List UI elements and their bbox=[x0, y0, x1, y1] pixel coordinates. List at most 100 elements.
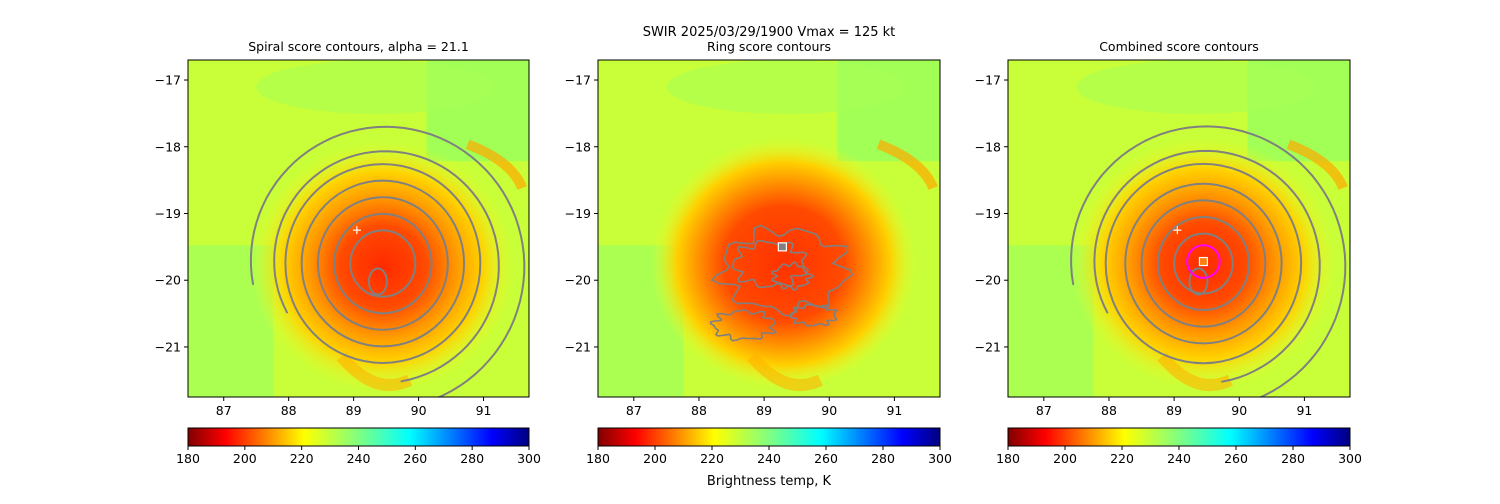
panel-2: Ring score contours 87 88 89 90 91 −17 −18 −19 −2… bbox=[565, 39, 952, 466]
x-tick-label: 91 bbox=[476, 403, 492, 418]
contour-line bbox=[1188, 267, 1209, 296]
x-tick-label: 88 bbox=[1101, 403, 1117, 418]
x-tick-label: 87 bbox=[216, 403, 232, 418]
colorbar-label: Brightness temp, K bbox=[707, 474, 832, 489]
contour-line bbox=[367, 267, 388, 296]
score-contours bbox=[249, 125, 526, 397]
axes-frame bbox=[187, 59, 530, 398]
y-tick-label: −19 bbox=[975, 206, 1001, 221]
colorbar-tick-label: 240 bbox=[1167, 451, 1191, 466]
y-tick-label: −21 bbox=[155, 339, 181, 354]
contour-line bbox=[1124, 182, 1283, 345]
colorbar-tick-label: 300 bbox=[517, 451, 541, 466]
axes-frame bbox=[1007, 59, 1351, 398]
colorbar-tick-label: 200 bbox=[643, 451, 667, 466]
y-tick-label: −20 bbox=[565, 273, 591, 288]
colorbar-tick-label: 300 bbox=[1338, 451, 1362, 466]
outflow-band bbox=[336, 352, 413, 392]
contour-line bbox=[349, 229, 417, 298]
y-tick-label: −18 bbox=[565, 139, 591, 154]
contour-line bbox=[770, 261, 815, 291]
contour-line bbox=[1140, 199, 1267, 328]
contour-line bbox=[333, 212, 433, 315]
outflow-band bbox=[465, 139, 527, 191]
plot-area bbox=[188, 60, 529, 397]
contour-line bbox=[284, 163, 482, 365]
contour-line bbox=[1070, 125, 1347, 397]
contour-line bbox=[1104, 162, 1303, 365]
outflow-band bbox=[1157, 352, 1233, 392]
panel-title: Spiral score contours, alpha = 21.1 bbox=[248, 39, 469, 54]
x-tick-label: 89 bbox=[346, 403, 362, 418]
y-tick-label: −21 bbox=[565, 339, 591, 354]
outflow-band bbox=[876, 139, 938, 191]
outflow-band bbox=[1286, 139, 1348, 191]
colorbar-tick-label: 300 bbox=[928, 451, 952, 466]
contour-line bbox=[273, 150, 500, 383]
x-tick-label: 87 bbox=[626, 403, 642, 418]
y-tick-label: −18 bbox=[975, 139, 1001, 154]
colorbar-tick-label: 200 bbox=[233, 451, 257, 466]
panel-1: Spiral score contours, alpha = 21.1 87 88 8… bbox=[155, 39, 541, 466]
colorbar-tick-label: 240 bbox=[347, 451, 371, 466]
colorbar-tick-label: 220 bbox=[1110, 451, 1134, 466]
colorbar-tick-label: 280 bbox=[1281, 451, 1305, 466]
square-marker bbox=[777, 242, 787, 252]
score-contours bbox=[1070, 125, 1347, 397]
colorbar-tick-label: 200 bbox=[1053, 451, 1077, 466]
y-tick-label: −18 bbox=[155, 139, 181, 154]
colorbar-tick-label: 180 bbox=[996, 451, 1020, 466]
panel-3: Combined score contours 87 88 89 90 91 −17 −18 −… bbox=[975, 39, 1362, 466]
x-tick-label: 91 bbox=[1296, 403, 1312, 418]
colorbar bbox=[597, 427, 941, 447]
plus-marker bbox=[352, 226, 361, 235]
cool-region bbox=[666, 60, 906, 114]
y-tick-label: −19 bbox=[155, 206, 181, 221]
colorbar bbox=[1007, 427, 1351, 447]
contour-line bbox=[300, 179, 466, 348]
panel-title: Ring score contours bbox=[707, 39, 831, 54]
axes-frame bbox=[597, 59, 941, 398]
figure-suptitle: SWIR 2025/03/29/1900 Vmax = 125 kt bbox=[643, 25, 896, 40]
plot-area bbox=[1008, 60, 1350, 397]
contour-line bbox=[709, 309, 778, 342]
colorbar-tick-label: 180 bbox=[586, 451, 610, 466]
storm-cloud bbox=[249, 140, 517, 394]
y-tick-label: −19 bbox=[565, 206, 591, 221]
colorbar-tick-label: 280 bbox=[460, 451, 484, 466]
x-tick-label: 88 bbox=[281, 403, 297, 418]
outflow-band bbox=[747, 352, 823, 392]
x-tick-label: 90 bbox=[1231, 403, 1247, 418]
x-tick-label: 87 bbox=[1036, 403, 1052, 418]
contour-line bbox=[1173, 232, 1234, 295]
contour-line bbox=[1093, 149, 1321, 383]
y-tick-label: −20 bbox=[975, 273, 1001, 288]
colorbar bbox=[187, 427, 530, 447]
cool-region bbox=[256, 60, 495, 114]
colorbar-tick-label: 220 bbox=[290, 451, 314, 466]
y-tick-label: −17 bbox=[155, 73, 181, 88]
y-tick-label: −20 bbox=[155, 273, 181, 288]
plot-area bbox=[598, 60, 940, 397]
contour-line bbox=[1156, 216, 1251, 312]
x-tick-label: 88 bbox=[691, 403, 707, 418]
colorbar-tick-label: 260 bbox=[403, 451, 427, 466]
x-tick-label: 90 bbox=[821, 403, 837, 418]
score-contours bbox=[709, 224, 854, 342]
contour-line bbox=[316, 196, 449, 331]
contour-line bbox=[789, 303, 839, 327]
colorbar-tick-label: 220 bbox=[700, 451, 724, 466]
x-tick-label: 89 bbox=[1166, 403, 1182, 418]
colorbar-tick-label: 240 bbox=[757, 451, 781, 466]
colorbar-tick-label: 280 bbox=[871, 451, 895, 466]
y-tick-label: −17 bbox=[565, 73, 591, 88]
x-tick-label: 89 bbox=[756, 403, 772, 418]
cool-region bbox=[1076, 60, 1316, 114]
x-tick-label: 91 bbox=[886, 403, 902, 418]
y-tick-label: −21 bbox=[975, 339, 1001, 354]
colorbar-tick-label: 260 bbox=[814, 451, 838, 466]
plus-marker bbox=[1173, 226, 1182, 235]
x-tick-label: 90 bbox=[411, 403, 427, 418]
panel-title: Combined score contours bbox=[1099, 39, 1259, 54]
